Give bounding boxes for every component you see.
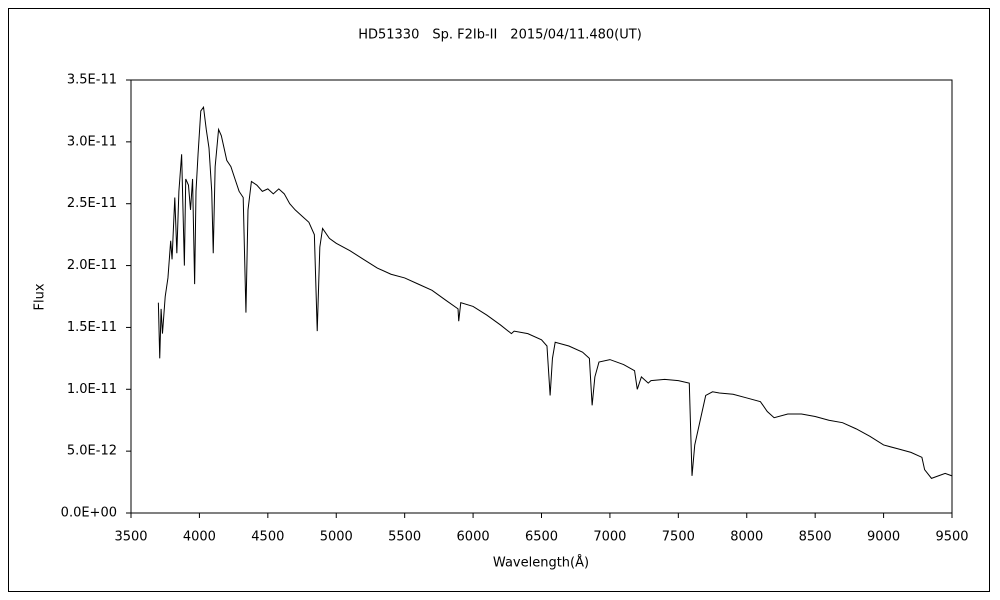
x-tick-label: 6500 [525, 530, 558, 545]
y-tick-label: 3.0E-11 [67, 134, 117, 149]
x-tick-label: 5500 [388, 530, 421, 545]
x-tick-label: 9000 [867, 530, 900, 545]
x-tick-label: 8000 [730, 530, 763, 545]
spectrum-line [157, 105, 953, 479]
x-tick-label: 4000 [183, 530, 216, 545]
y-tick-label: 1.0E-11 [67, 382, 117, 397]
y-tick-label: 2.5E-11 [67, 196, 117, 211]
x-tick-label: 6000 [457, 530, 490, 545]
y-tick-label: 2.0E-11 [67, 258, 117, 273]
y-axis-label: Flux [33, 283, 48, 310]
x-tick-label: 9500 [935, 530, 968, 545]
x-tick-label: 3500 [114, 530, 147, 545]
x-tick-label: 7000 [593, 530, 626, 545]
x-tick-label: 7500 [662, 530, 695, 545]
y-tick-label: 1.5E-11 [67, 320, 117, 335]
x-tick-label: 8500 [799, 530, 832, 545]
x-axis-label: Wavelength(Å) [493, 555, 589, 571]
plot-frame [130, 79, 953, 514]
y-tick-label: 0.0E+00 [61, 506, 117, 521]
chart-title: HD51330 Sp. F2Ib-II 2015/04/11.480(UT) [358, 28, 642, 43]
chart-border [8, 8, 990, 592]
y-tick-label: 3.5E-11 [67, 73, 117, 88]
x-tick-label: 5000 [320, 530, 353, 545]
x-tick-label: 4500 [251, 530, 284, 545]
y-tick-label: 5.0E-12 [67, 444, 117, 459]
